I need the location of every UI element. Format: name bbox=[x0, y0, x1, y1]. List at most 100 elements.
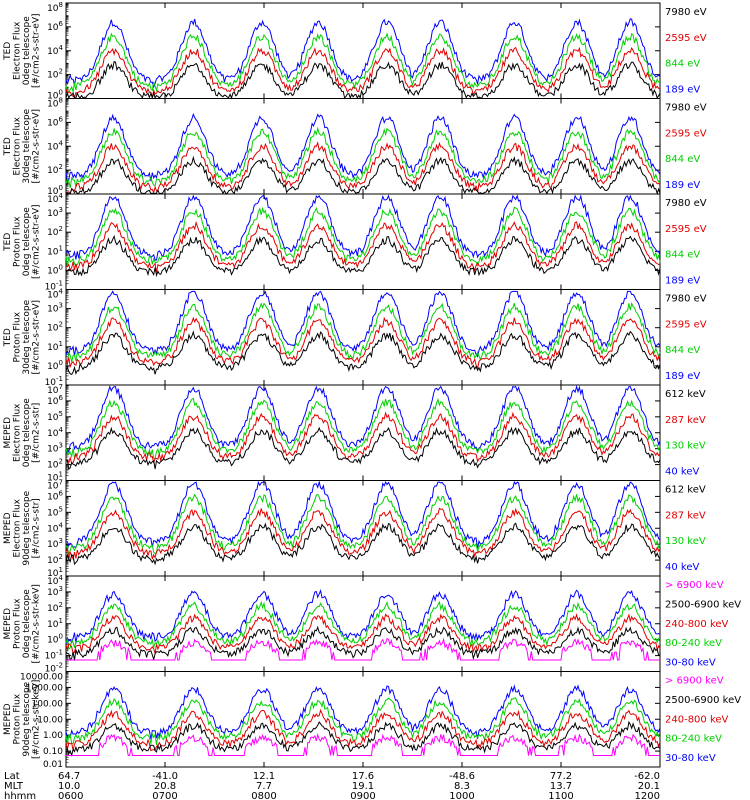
y-tick-label: 0.01 bbox=[43, 760, 63, 770]
x-lat-label: -41.0 bbox=[152, 771, 178, 782]
panel-frame bbox=[65, 575, 661, 672]
legend-label: 80-240 keV bbox=[665, 638, 722, 649]
series-line bbox=[65, 720, 661, 757]
y-tick-label: 107 bbox=[47, 479, 63, 492]
legend-label: 40 keV bbox=[665, 467, 699, 478]
series-line bbox=[65, 155, 661, 196]
y-tick-label: 103 bbox=[47, 537, 63, 550]
y-tick-label: 104 bbox=[47, 192, 63, 205]
y-axis-label: [#/cm2-s-str-eV] bbox=[32, 300, 42, 375]
y-tick-label: 102 bbox=[47, 225, 63, 238]
y-axis-label: 90deg telescope bbox=[22, 681, 32, 756]
series-line bbox=[65, 220, 660, 273]
x-mlt-label: 19.1 bbox=[352, 781, 374, 792]
legend-label: 240-800 keV bbox=[665, 619, 729, 630]
x-time-label: 1000 bbox=[449, 791, 474, 800]
series-line bbox=[65, 493, 661, 556]
y-tick-label: 100 bbox=[47, 89, 63, 102]
series-line bbox=[65, 46, 661, 99]
x-mlt-label: 10.0 bbox=[58, 781, 80, 792]
y-axis-label: MEPED bbox=[3, 703, 13, 735]
panel-frame bbox=[65, 193, 661, 290]
panel-1: 108 106 104 102 100 TED Electron Flux 0deg tele… bbox=[3, 1, 707, 102]
x-time-label: 0800 bbox=[251, 791, 276, 800]
y-tick-label: 100 bbox=[47, 359, 63, 372]
y-axis-label: 0deg telescope bbox=[22, 16, 32, 86]
y-axis-label: TED bbox=[3, 42, 13, 61]
legend-label: 30-80 keV bbox=[665, 658, 716, 669]
y-tick-label: 1.00 bbox=[43, 731, 63, 741]
y-axis-label: Electron Flux bbox=[13, 21, 23, 80]
y-tick-label: 10-1 bbox=[45, 375, 63, 388]
series-line bbox=[65, 112, 661, 183]
y-tick-label: 101 bbox=[47, 340, 63, 353]
legend-label: > 6900 keV bbox=[665, 580, 724, 591]
y-tick-label: 108 bbox=[47, 97, 63, 110]
y-tick-label: 108 bbox=[47, 1, 63, 14]
y-axis-label: MEPED bbox=[3, 417, 13, 449]
y-axis-label: [#/cm2-s-str-keV] bbox=[32, 680, 42, 759]
legend-label: 7980 eV bbox=[665, 7, 707, 18]
series-line bbox=[65, 290, 661, 358]
legend-label: 80-240 keV bbox=[665, 734, 722, 745]
legend-label: 844 eV bbox=[665, 345, 700, 356]
legend-label: 844 eV bbox=[665, 59, 700, 70]
y-tick-label: 103 bbox=[47, 206, 63, 219]
y-tick-label: 10-1 bbox=[45, 280, 63, 293]
y-tick-label: 102 bbox=[47, 601, 63, 614]
y-axis-label: 0deg telescope bbox=[22, 589, 32, 659]
legend-label: 130 keV bbox=[665, 441, 706, 452]
legend-label: 30-80 keV bbox=[665, 753, 716, 764]
legend-label: 844 eV bbox=[665, 250, 700, 261]
legend-label: 189 eV bbox=[665, 180, 700, 191]
series-line bbox=[65, 600, 661, 650]
x-row-label: Lat bbox=[4, 771, 20, 782]
series-line bbox=[65, 589, 661, 644]
panel-frame bbox=[65, 98, 661, 195]
legend-label: 612 keV bbox=[665, 485, 706, 496]
series-line bbox=[65, 206, 661, 268]
series-line bbox=[65, 141, 661, 195]
y-tick-label: 10-1 bbox=[45, 649, 63, 662]
y-tick-label: 107 bbox=[47, 383, 63, 396]
x-row-label: hhmm bbox=[4, 791, 36, 800]
legend-label: 2500-6900 keV bbox=[665, 695, 741, 706]
legend-label: 189 eV bbox=[665, 276, 700, 287]
legend-label: 189 eV bbox=[665, 371, 700, 382]
y-tick-label: 104 bbox=[47, 426, 63, 439]
y-axis-label: [#/cm2-s-str-eV] bbox=[32, 204, 42, 279]
series-line bbox=[65, 684, 661, 740]
y-tick-label: 103 bbox=[47, 585, 63, 598]
y-axis-label: Electron Flux bbox=[13, 116, 23, 175]
series-line bbox=[65, 708, 661, 752]
y-tick-label: 102 bbox=[47, 553, 63, 566]
y-tick-label: 100 bbox=[47, 184, 63, 197]
y-axis-label: MEPED bbox=[3, 512, 13, 544]
legend-label: 844 eV bbox=[665, 154, 700, 165]
series-line bbox=[65, 625, 661, 662]
y-tick-label: 104 bbox=[47, 139, 63, 152]
y-tick-label: 10-2 bbox=[45, 662, 63, 675]
series-line bbox=[65, 411, 661, 465]
y-axis-label: 30deg telescope bbox=[22, 108, 32, 183]
series-line bbox=[65, 126, 661, 188]
series-line bbox=[65, 507, 661, 561]
legend-label: 612 keV bbox=[665, 389, 706, 400]
series-line bbox=[65, 426, 661, 470]
x-time-label: 0600 bbox=[58, 791, 83, 800]
y-axis-label: TED bbox=[3, 137, 13, 156]
legend-label: 2595 eV bbox=[665, 33, 707, 44]
series-line bbox=[65, 522, 661, 566]
series-line bbox=[65, 330, 661, 376]
y-axis-label: TED bbox=[3, 233, 13, 252]
x-lat-label: 77.2 bbox=[550, 771, 572, 782]
legend-label: 130 keV bbox=[665, 536, 706, 547]
y-tick-label: 102 bbox=[47, 163, 63, 176]
y-tick-label: 104 bbox=[47, 574, 63, 587]
y-axis-label: Proton Flux bbox=[13, 311, 23, 362]
y-tick-label: 10000.00 bbox=[20, 673, 63, 683]
x-mlt-label: 20.8 bbox=[154, 781, 176, 792]
x-mlt-label: 8.3 bbox=[454, 781, 470, 792]
